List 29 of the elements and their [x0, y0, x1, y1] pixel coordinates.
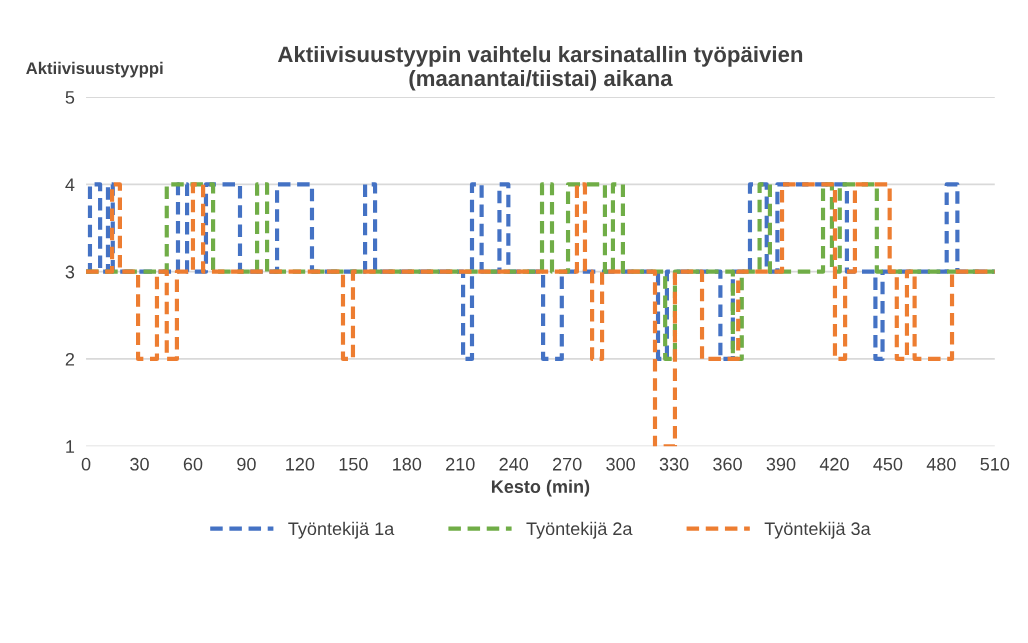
x-tick-label: 30	[130, 457, 149, 471]
y-tick-label: 4	[65, 178, 75, 191]
x-tick-label: 150	[339, 457, 368, 471]
y-tick-label: 5	[65, 91, 75, 104]
x-tick-label: 330	[659, 457, 689, 471]
x-axis-title: Kesto (min)	[491, 479, 590, 497]
x-tick-label: 240	[499, 457, 529, 471]
y-axis-title: Aktiivisuustyyppi	[26, 61, 163, 78]
x-tick-label: 390	[766, 457, 796, 471]
x-tick-label: 300	[606, 457, 635, 471]
x-tick-label: 120	[286, 457, 315, 471]
x-tick-label: 180	[393, 457, 422, 471]
x-tick-label: 0	[81, 457, 91, 471]
x-tick-label: 270	[553, 457, 582, 471]
x-tick-label: 210	[446, 457, 475, 471]
x-tick-label: 360	[713, 457, 742, 471]
x-tick-label: 90	[237, 457, 256, 471]
y-tick-label: 3	[65, 265, 75, 279]
x-tick-label: 480	[926, 457, 956, 471]
x-tick-label: 420	[819, 457, 849, 471]
legend-label: Työntekijä 2a	[526, 521, 633, 539]
x-tick-label: 450	[873, 457, 903, 471]
chart-title: Aktiivisuustyypin vaihtelu karsinatallin työpäivien (maanantai/tiistai) aikana	[277, 45, 803, 91]
x-tick-label: 60	[183, 457, 203, 471]
y-tick-label: 1	[66, 440, 75, 453]
legend-label: Työntekijä 3a	[764, 521, 871, 539]
legend-label: Työntekijä 1a	[288, 521, 395, 539]
y-tick-label: 2	[65, 352, 75, 366]
x-tick-label: 510	[980, 457, 1010, 471]
